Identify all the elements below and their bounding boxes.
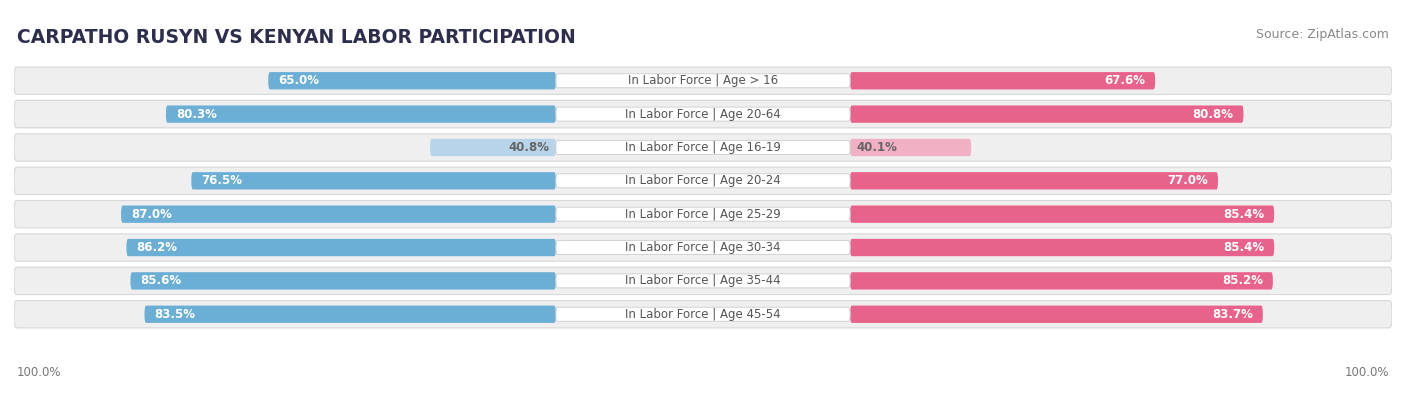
Text: In Labor Force | Age 25-29: In Labor Force | Age 25-29 (626, 208, 780, 221)
FancyBboxPatch shape (430, 139, 555, 156)
FancyBboxPatch shape (555, 107, 851, 121)
Text: 77.0%: 77.0% (1167, 174, 1208, 187)
FancyBboxPatch shape (14, 234, 1392, 261)
FancyBboxPatch shape (851, 139, 972, 156)
Text: In Labor Force | Age 20-24: In Labor Force | Age 20-24 (626, 174, 780, 187)
FancyBboxPatch shape (851, 239, 1274, 256)
FancyBboxPatch shape (14, 134, 1392, 161)
FancyBboxPatch shape (555, 307, 851, 321)
Text: 67.6%: 67.6% (1104, 74, 1144, 87)
FancyBboxPatch shape (851, 205, 1274, 223)
Text: 40.1%: 40.1% (856, 141, 897, 154)
FancyBboxPatch shape (555, 241, 851, 254)
Text: 85.4%: 85.4% (1223, 241, 1264, 254)
FancyBboxPatch shape (121, 205, 555, 223)
FancyBboxPatch shape (555, 274, 851, 288)
FancyBboxPatch shape (851, 105, 1243, 123)
Text: 65.0%: 65.0% (278, 74, 319, 87)
Text: In Labor Force | Age 35-44: In Labor Force | Age 35-44 (626, 275, 780, 288)
FancyBboxPatch shape (145, 306, 555, 323)
Text: 83.5%: 83.5% (155, 308, 195, 321)
Text: 80.3%: 80.3% (176, 107, 217, 120)
Text: In Labor Force | Age 16-19: In Labor Force | Age 16-19 (626, 141, 780, 154)
FancyBboxPatch shape (166, 105, 555, 123)
Text: 76.5%: 76.5% (201, 174, 242, 187)
FancyBboxPatch shape (14, 167, 1392, 194)
FancyBboxPatch shape (127, 239, 555, 256)
FancyBboxPatch shape (851, 172, 1218, 190)
Text: 100.0%: 100.0% (17, 366, 62, 379)
Text: In Labor Force | Age > 16: In Labor Force | Age > 16 (628, 74, 778, 87)
FancyBboxPatch shape (131, 272, 555, 290)
Text: 85.6%: 85.6% (141, 275, 181, 288)
Text: 100.0%: 100.0% (1344, 366, 1389, 379)
FancyBboxPatch shape (14, 301, 1392, 328)
Text: 80.8%: 80.8% (1192, 107, 1233, 120)
Text: CARPATHO RUSYN VS KENYAN LABOR PARTICIPATION: CARPATHO RUSYN VS KENYAN LABOR PARTICIPA… (17, 28, 575, 47)
Text: 86.2%: 86.2% (136, 241, 177, 254)
Text: 85.2%: 85.2% (1222, 275, 1263, 288)
FancyBboxPatch shape (14, 267, 1392, 295)
FancyBboxPatch shape (269, 72, 555, 89)
Text: 85.4%: 85.4% (1223, 208, 1264, 221)
FancyBboxPatch shape (191, 172, 555, 190)
Text: 83.7%: 83.7% (1212, 308, 1253, 321)
Text: 40.8%: 40.8% (508, 141, 550, 154)
Text: Source: ZipAtlas.com: Source: ZipAtlas.com (1256, 28, 1389, 41)
FancyBboxPatch shape (851, 306, 1263, 323)
FancyBboxPatch shape (851, 272, 1272, 290)
FancyBboxPatch shape (14, 201, 1392, 228)
Text: 87.0%: 87.0% (131, 208, 172, 221)
FancyBboxPatch shape (555, 141, 851, 154)
FancyBboxPatch shape (555, 174, 851, 188)
FancyBboxPatch shape (851, 72, 1156, 89)
Text: In Labor Force | Age 20-64: In Labor Force | Age 20-64 (626, 107, 780, 120)
FancyBboxPatch shape (14, 67, 1392, 94)
FancyBboxPatch shape (14, 100, 1392, 128)
FancyBboxPatch shape (555, 74, 851, 88)
FancyBboxPatch shape (555, 207, 851, 221)
Text: In Labor Force | Age 30-34: In Labor Force | Age 30-34 (626, 241, 780, 254)
Text: In Labor Force | Age 45-54: In Labor Force | Age 45-54 (626, 308, 780, 321)
